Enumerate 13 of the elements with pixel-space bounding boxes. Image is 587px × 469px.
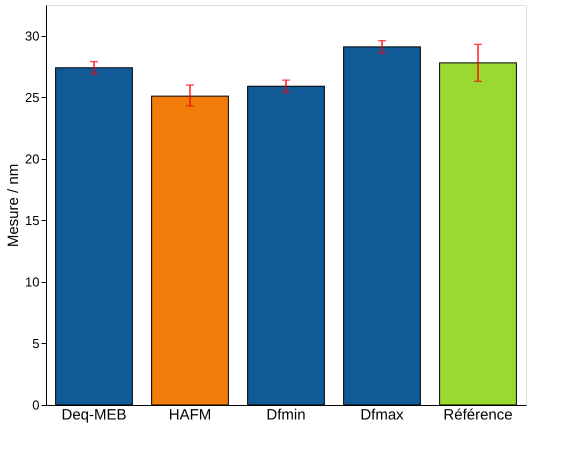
y-tick-label: 0 xyxy=(32,398,40,412)
x-tick-label: Dfmax xyxy=(360,406,404,424)
x-tick-label: Deq-MEB xyxy=(61,406,127,424)
y-tick-label: 20 xyxy=(25,151,40,166)
y-axis-title: Mesure / nm xyxy=(5,164,22,248)
x-tick-label: HAFM xyxy=(168,406,212,424)
y-tick-label: 25 xyxy=(25,90,40,105)
y-tick-label: 30 xyxy=(25,28,40,44)
y-tick-label: 10 xyxy=(25,274,40,290)
y-tick-label: 15 xyxy=(25,212,40,228)
x-tick-label: Référence xyxy=(443,406,513,424)
y-tick-label: 5 xyxy=(32,336,40,351)
x-tick-label: Dfmin xyxy=(266,406,306,424)
